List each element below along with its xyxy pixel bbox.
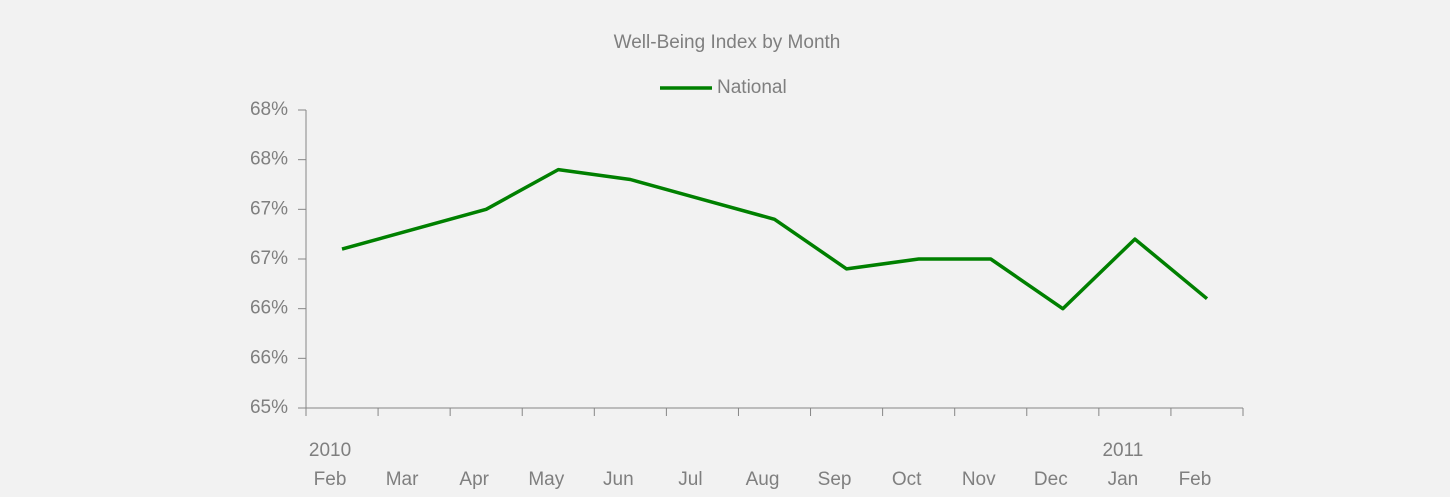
x-tick-label: Dec (1034, 469, 1068, 490)
y-tick-label: 65% (250, 397, 288, 418)
year-label: 2011 (1102, 440, 1143, 461)
y-tick-label: 66% (250, 298, 288, 319)
legend-label: National (717, 77, 787, 98)
x-tick-label: Oct (892, 469, 922, 490)
y-tick-label: 66% (250, 347, 288, 368)
chart-title: Well-Being Index by Month (614, 32, 841, 53)
y-tick-label: 68% (250, 149, 288, 170)
x-tick-label: Mar (386, 469, 419, 490)
x-tick-label: Sep (818, 469, 852, 490)
x-tick-label: Jan (1108, 469, 1139, 490)
x-tick-label: Aug (746, 469, 780, 490)
x-tick-label: Jul (678, 469, 702, 490)
y-tick-label: 67% (250, 198, 288, 219)
year-label: 2010 (309, 440, 351, 461)
x-tick-label: May (528, 469, 564, 490)
y-tick-label: 67% (250, 248, 288, 269)
x-tick-label: Feb (1179, 469, 1212, 490)
y-tick-label: 68% (250, 99, 288, 120)
x-tick-label: Jun (603, 469, 634, 490)
x-tick-label: Nov (962, 469, 996, 490)
x-tick-label: Feb (314, 469, 347, 490)
x-tick-label: Apr (459, 469, 489, 490)
line-series (341, 167, 1209, 311)
